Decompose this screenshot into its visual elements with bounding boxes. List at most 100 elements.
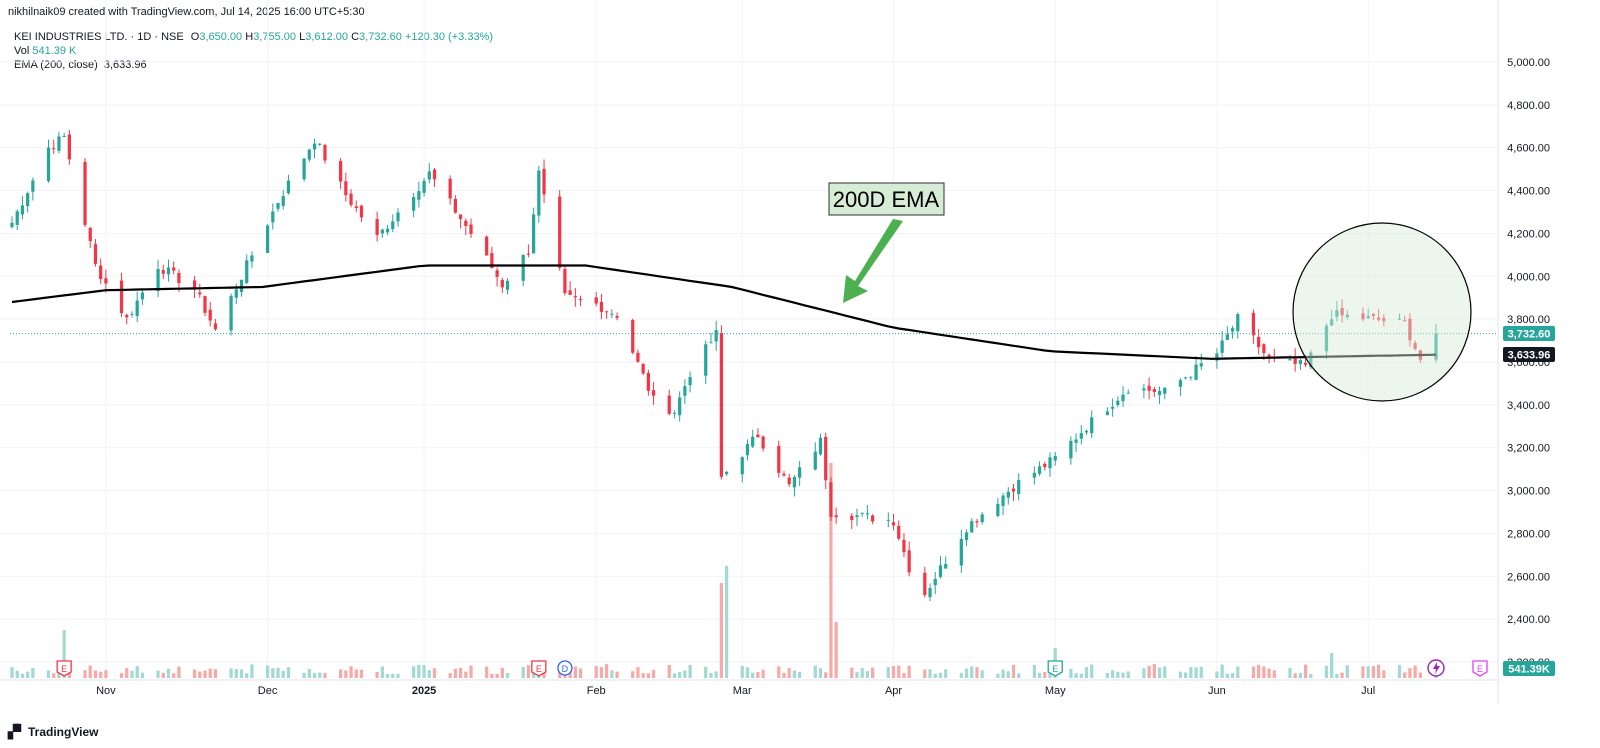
volume-bar [938,672,943,678]
candle-body [531,214,536,254]
candle-body [265,225,270,254]
earnings-marker: E [1047,660,1063,677]
volume-bar [1418,672,1422,678]
candle-body [714,330,718,342]
volume-bar [354,669,358,678]
time-tick-label: Nov [96,685,116,697]
candle-body [855,515,859,517]
volume-bar [448,673,452,678]
candle-body [1215,353,1219,361]
time-tick-label: Feb [587,685,606,697]
candle-body [208,309,212,321]
candle-body [338,161,343,182]
volume-bar [704,666,708,678]
volume-bar [787,668,791,678]
candle-body [1011,488,1016,492]
symbol-label[interactable]: KEI INDUSTRIES LTD. · 1D · NSE [14,31,184,43]
volume-bar [500,667,504,678]
volume-bar [281,671,285,678]
event-label: E [1052,664,1058,674]
close-value: 3,732.60 [359,31,402,43]
price-tick-label: 2,400.00 [1507,614,1550,626]
price-tick-label: 4,200.00 [1507,228,1550,240]
current-price-badge [1503,326,1555,341]
volume-bar [792,670,797,678]
open-label: O [190,31,200,43]
chart-creator-info: nikhilnaik09 created with TradingView.co… [8,6,365,18]
candle-body [1267,354,1271,358]
candle-body [834,515,838,518]
volume-value: 541.39 K [32,45,77,57]
candle-body [140,292,145,300]
volume-bar [83,670,87,678]
candle-body [104,278,108,284]
volume-bar [651,669,656,678]
event-label: E [1477,664,1483,674]
candle-body [396,212,400,222]
event-label: E [61,664,67,674]
candle-body [1366,315,1370,319]
volume-bar [156,670,160,678]
volume-label[interactable]: Vol [14,45,30,57]
volume-bar [469,665,473,678]
candle-body [88,228,92,242]
candle-body [829,482,833,517]
candle-body [683,386,687,396]
volume-bar [959,673,963,678]
volume-bar [751,672,755,678]
volume-bar [391,673,395,678]
candle-body [344,181,348,196]
candle-body [156,269,160,292]
volume-bar [338,669,343,678]
price-tick-label: 3,200.00 [1507,443,1550,455]
ema-line [11,264,1437,360]
candle-body [198,292,202,295]
candle-body [1163,387,1167,394]
volume-bar [964,668,969,678]
candle-body [704,344,708,376]
volume-bar [688,664,692,678]
candle-body [980,514,984,523]
ohlc-row: KEI INDUSTRIES LTD. · 1D · NSE O3,650.00… [14,30,493,44]
volume-bar [245,673,249,678]
candle-body [610,313,614,315]
ema-price-label: 3,633.96 [1508,350,1551,362]
volume-bar [1408,668,1412,678]
candle-body [782,473,786,476]
candle-body [578,299,583,301]
volume-bar [631,671,635,678]
candle-body [1121,394,1125,402]
candle-body [385,228,390,233]
tradingview-footer[interactable]: ▞▘ TradingView [8,724,98,740]
volume-bar [166,668,171,678]
candle-body [125,314,129,318]
volume-bar [52,673,56,678]
volume-bar [375,671,379,678]
candle-body [307,149,311,160]
candle-body [1084,430,1089,433]
candle-body [798,467,802,478]
volume-bar [385,673,390,678]
tradingview-brand: TradingView [28,725,99,739]
price-tick-label: 5,000.00 [1507,57,1550,69]
candle-body [1194,364,1198,380]
candle-body [1199,363,1203,367]
volume-bar [1403,672,1407,678]
candle-body [302,158,306,180]
candle-body [1074,439,1078,443]
volume-bar [1251,666,1256,678]
candle-body [970,521,974,533]
candle-body [787,477,791,485]
high-label: H [245,31,254,43]
candle-body [422,180,426,193]
candle-body [271,211,275,223]
candle-body [631,320,635,353]
candle-body [20,205,25,215]
candle-body [458,214,463,220]
candle-body [276,203,280,209]
candle-body [928,588,932,598]
candle-body [1324,325,1329,352]
volume-bar [615,671,619,678]
volume-bar [850,667,854,678]
